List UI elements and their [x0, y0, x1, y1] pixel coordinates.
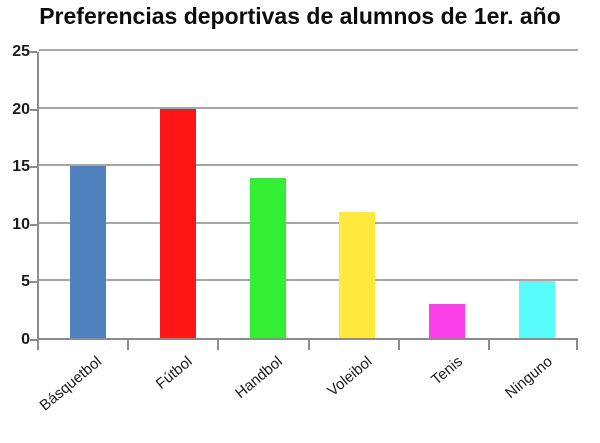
plot-area — [37, 49, 578, 340]
bar-slot-6 — [488, 52, 578, 338]
y-tick-mark-25 — [30, 51, 37, 53]
y-tick-label-20: 20 — [12, 100, 30, 118]
x-label-futbol: Fútbol — [152, 353, 196, 393]
gridline-10 — [39, 221, 578, 224]
y-tick-label-25: 25 — [12, 43, 30, 60]
bar-slot-5 — [398, 52, 488, 338]
x-label-ninguno: Ninguno — [502, 353, 556, 402]
x-label-basquetbol: Básquetbol — [36, 353, 106, 415]
y-tick-label-10: 10 — [12, 215, 30, 233]
y-axis-ticks — [30, 51, 37, 342]
gridline-5 — [39, 279, 578, 282]
y-tick-label-15: 15 — [12, 158, 30, 176]
y-tick-label-5: 5 — [21, 273, 30, 291]
x-tick-mark-3 — [308, 340, 310, 350]
gridline-25 — [39, 49, 578, 51]
x-label-tenis: Tenis — [427, 353, 466, 389]
y-tick-mark-0 — [30, 339, 37, 341]
bar-slot-3 — [219, 52, 309, 338]
x-label-handbol: Handbol — [231, 353, 286, 402]
bar-slot-1 — [39, 52, 129, 338]
x-tick-mark-4 — [398, 340, 400, 350]
y-tick-mark-10 — [30, 223, 37, 226]
x-tick-mark-0 — [37, 340, 39, 350]
gridline-15 — [39, 164, 578, 167]
bar-slot-2 — [129, 52, 219, 338]
bar-basquetbol — [69, 166, 106, 338]
bar-tenis — [429, 303, 466, 338]
x-label-voleibol: Voleibol — [324, 353, 376, 400]
y-tick-label-0: 0 — [21, 331, 30, 348]
gridline-20 — [39, 106, 578, 109]
bar-futbol — [159, 109, 196, 338]
x-tick-mark-2 — [217, 340, 219, 350]
x-axis-labels: Básquetbol Fútbol Handbol Voleibol Tenis Ning… — [37, 353, 578, 443]
y-tick-mark-15 — [30, 166, 37, 169]
x-tick-mark-1 — [127, 340, 129, 350]
y-tick-mark-5 — [30, 281, 37, 284]
x-tick-mark-5 — [488, 340, 490, 350]
chart-title: Preferencias deportivas de alumnos de 1e… — [39, 3, 561, 29]
y-tick-mark-20 — [30, 108, 37, 111]
bar-voleibol — [339, 212, 376, 338]
bar-ninguno — [519, 280, 556, 338]
bars-container — [39, 52, 578, 338]
x-axis-ticks — [37, 340, 578, 350]
y-axis-labels: 0 5 10 15 20 25 — [0, 43, 30, 348]
bar-handbol — [249, 177, 286, 338]
bar-slot-4 — [308, 52, 398, 338]
x-tick-mark-6 — [576, 340, 578, 350]
